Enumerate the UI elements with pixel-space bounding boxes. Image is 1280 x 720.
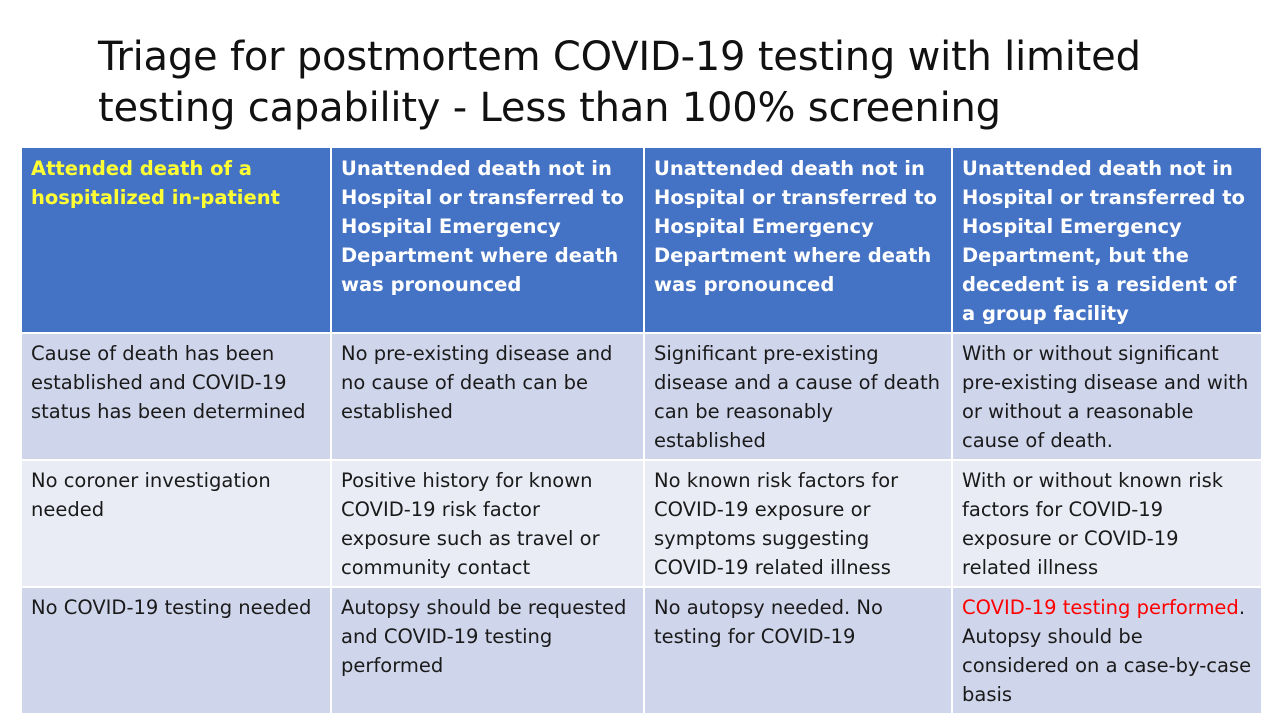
table-cell: No known risk factors for COVID-19 expos… [643, 459, 953, 588]
testing-performed-period: . [1238, 596, 1246, 619]
table-row-action: No COVID-19 testing needed Autopsy shoul… [20, 586, 1263, 715]
testing-performed-highlight: COVID-19 testing performed [962, 596, 1239, 619]
table-cell-autopsy-requested: Autopsy should be requested and COVID-19… [330, 586, 645, 715]
table-header-row: Attended death of a hospitalized in-pati… [20, 146, 1263, 334]
table-cell: With or without significant pre-existing… [951, 332, 1263, 461]
slide-title-line-1: Triage for postmortem COVID-19 testing w… [98, 34, 1141, 80]
table-cell: With or without known risk factors for C… [951, 459, 1263, 588]
slide-title: Triage for postmortem COVID-19 testing w… [98, 32, 1218, 134]
table-row-cause-of-death: Cause of death has been established and … [20, 332, 1263, 461]
header-unattended-no-history: Unattended death not in Hospital or tran… [330, 146, 645, 334]
slide-title-line-2: testing capability - Less than 100% scre… [98, 85, 1001, 131]
table-cell: Significant pre-existing disease and a c… [643, 332, 953, 461]
header-attended-inpatient: Attended death of a hospitalized in-pati… [20, 146, 332, 334]
table-cell: Cause of death has been established and … [20, 332, 332, 461]
table-row-risk-factors: No coroner investigation needed Positive… [20, 459, 1263, 588]
testing-performed-rest: Autopsy should be considered on a case-b… [962, 625, 1252, 706]
triage-table: Attended death of a hospitalized in-pati… [20, 146, 1263, 715]
table-cell: Positive history for known COVID-19 risk… [330, 459, 645, 588]
header-unattended-group-facility: Unattended death not in Hospital or tran… [951, 146, 1263, 334]
table-cell: No autopsy needed. No testing for COVID-… [643, 586, 953, 715]
table-cell-testing-performed: COVID-19 testing performed. Autopsy shou… [951, 586, 1263, 715]
header-unattended-with-cause: Unattended death not in Hospital or tran… [643, 146, 953, 334]
table-cell: No coroner investigation needed [20, 459, 332, 588]
table-cell: No COVID-19 testing needed [20, 586, 332, 715]
table-cell: No pre-existing disease and no cause of … [330, 332, 645, 461]
